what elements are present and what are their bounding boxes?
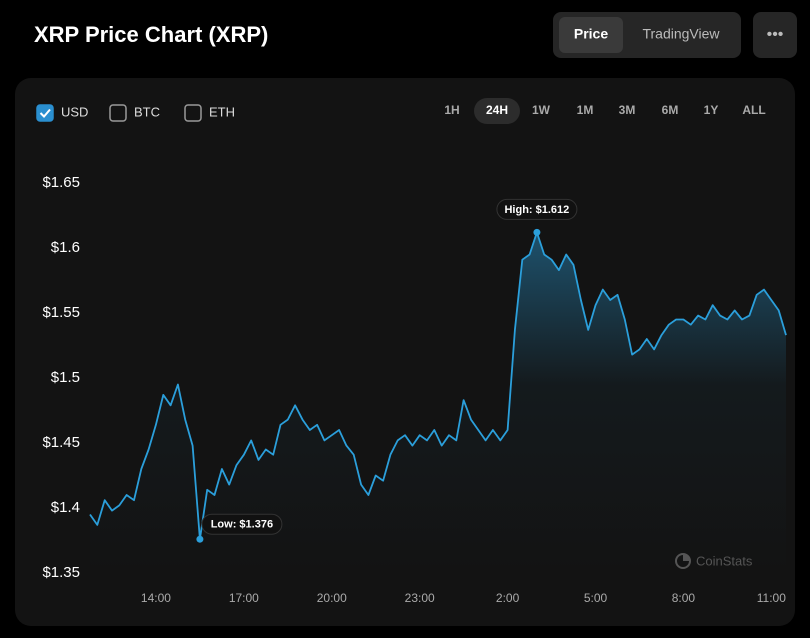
- x-tick-label: 8:00: [672, 591, 696, 605]
- tab-active[interactable]: [559, 17, 623, 53]
- y-tick-label: $1.5: [51, 369, 80, 386]
- checkbox-label[interactable]: BTC: [134, 104, 160, 119]
- x-tick-label: 23:00: [405, 591, 435, 605]
- y-tick-label: $1.35: [42, 564, 80, 581]
- tab-label[interactable]: Price: [574, 26, 608, 42]
- x-tick-label: 2:00: [496, 591, 520, 605]
- tab-label[interactable]: TradingView: [642, 26, 720, 42]
- menu-icon[interactable]: •••: [767, 26, 784, 43]
- extreme-point: [196, 535, 204, 543]
- x-tick-label: 14:00: [141, 591, 171, 605]
- y-tick-label: $1.65: [42, 174, 80, 191]
- checkbox[interactable]: [109, 104, 127, 122]
- range-button[interactable]: 1H: [444, 103, 459, 117]
- annotation-box: [496, 198, 578, 220]
- annotation: Low: $1.376: [211, 519, 273, 531]
- y-tick-label: $1.4: [51, 499, 80, 516]
- x-tick-label: 20:00: [317, 591, 347, 605]
- annotation-box: [201, 513, 283, 535]
- range-button[interactable]: 1Y: [704, 103, 719, 117]
- range-button[interactable]: 1W: [532, 103, 551, 117]
- y-tick-label: $1.55: [42, 304, 80, 321]
- menu-button[interactable]: [753, 12, 797, 58]
- range-button[interactable]: ALL: [742, 103, 765, 117]
- y-tick-label: $1.45: [42, 434, 80, 451]
- range-button[interactable]: 1M: [577, 103, 594, 117]
- range-button[interactable]: 3M: [619, 103, 636, 117]
- x-tick-label: 11:00: [757, 591, 786, 605]
- checkbox[interactable]: [36, 104, 54, 122]
- check-mark[interactable]: [39, 108, 51, 118]
- chart-title: XRP Price Chart (XRP): [34, 22, 268, 47]
- area: [90, 232, 786, 573]
- x-tick-label: 17:00: [229, 591, 259, 605]
- range-active[interactable]: [474, 98, 520, 124]
- extreme-point: [533, 228, 541, 236]
- checkbox-label[interactable]: ETH: [209, 104, 235, 119]
- price-line: [89, 231, 787, 541]
- checkbox-label[interactable]: USD: [61, 104, 88, 119]
- y-tick-label: $1.6: [51, 239, 80, 256]
- range-button[interactable]: 6M: [662, 103, 679, 117]
- annotation: High: $1.612: [504, 204, 569, 216]
- checkbox[interactable]: [184, 104, 202, 122]
- x-tick-label: 5:00: [584, 591, 608, 605]
- range-button[interactable]: 24H: [486, 103, 508, 117]
